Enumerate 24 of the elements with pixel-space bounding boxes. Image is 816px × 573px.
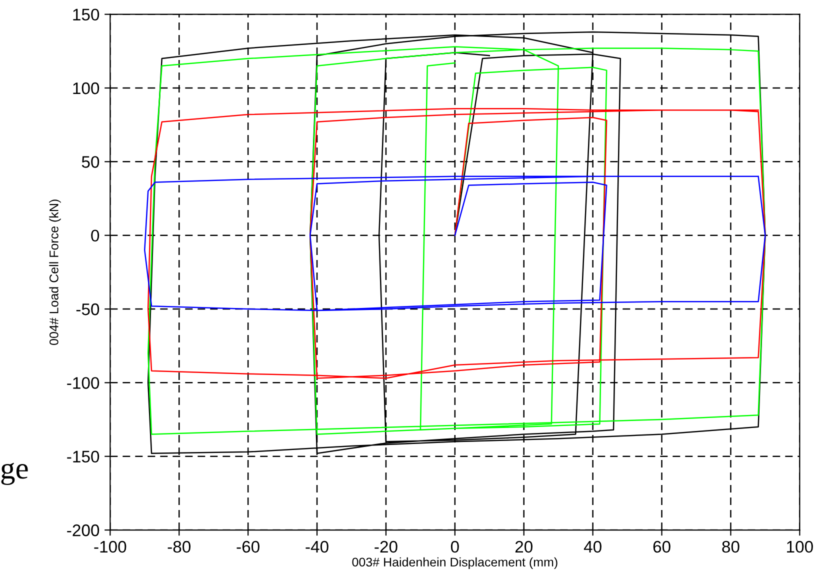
text: ge	[1, 462, 28, 486]
y-tick-label: -100	[67, 377, 100, 389]
x-tick-label: -60	[236, 540, 260, 553]
x-tick-label: 100	[787, 540, 813, 553]
y-tick-label: -200	[67, 524, 100, 536]
y-tick-label: -150	[67, 450, 100, 463]
x-tick-label: -40	[306, 540, 328, 553]
x-tick-label: 40	[584, 540, 602, 553]
x-tick-label: 80	[722, 540, 740, 553]
x-tick-label: -80	[168, 540, 191, 553]
y-axis-title: 004# Load Cell Force (kN)	[49, 200, 61, 345]
x-tick-label: -100	[94, 540, 126, 553]
x-axis-title: 003# Haidenhein Displacement (mm)	[352, 557, 558, 570]
x-tick-label: 60	[653, 540, 670, 553]
line-series	[144, 176, 766, 312]
y-tick-label: 50	[82, 156, 100, 168]
y-tick-label: 100	[73, 82, 100, 94]
line-series	[147, 108, 766, 379]
x-tick-label: 20	[515, 540, 532, 553]
x-tick-label: -20	[374, 540, 398, 553]
y-tick-label: 150	[73, 8, 100, 21]
y-tick-label: -50	[76, 303, 100, 316]
y-tick-label: 0	[91, 230, 100, 242]
x-tick-label: 0	[450, 540, 459, 553]
